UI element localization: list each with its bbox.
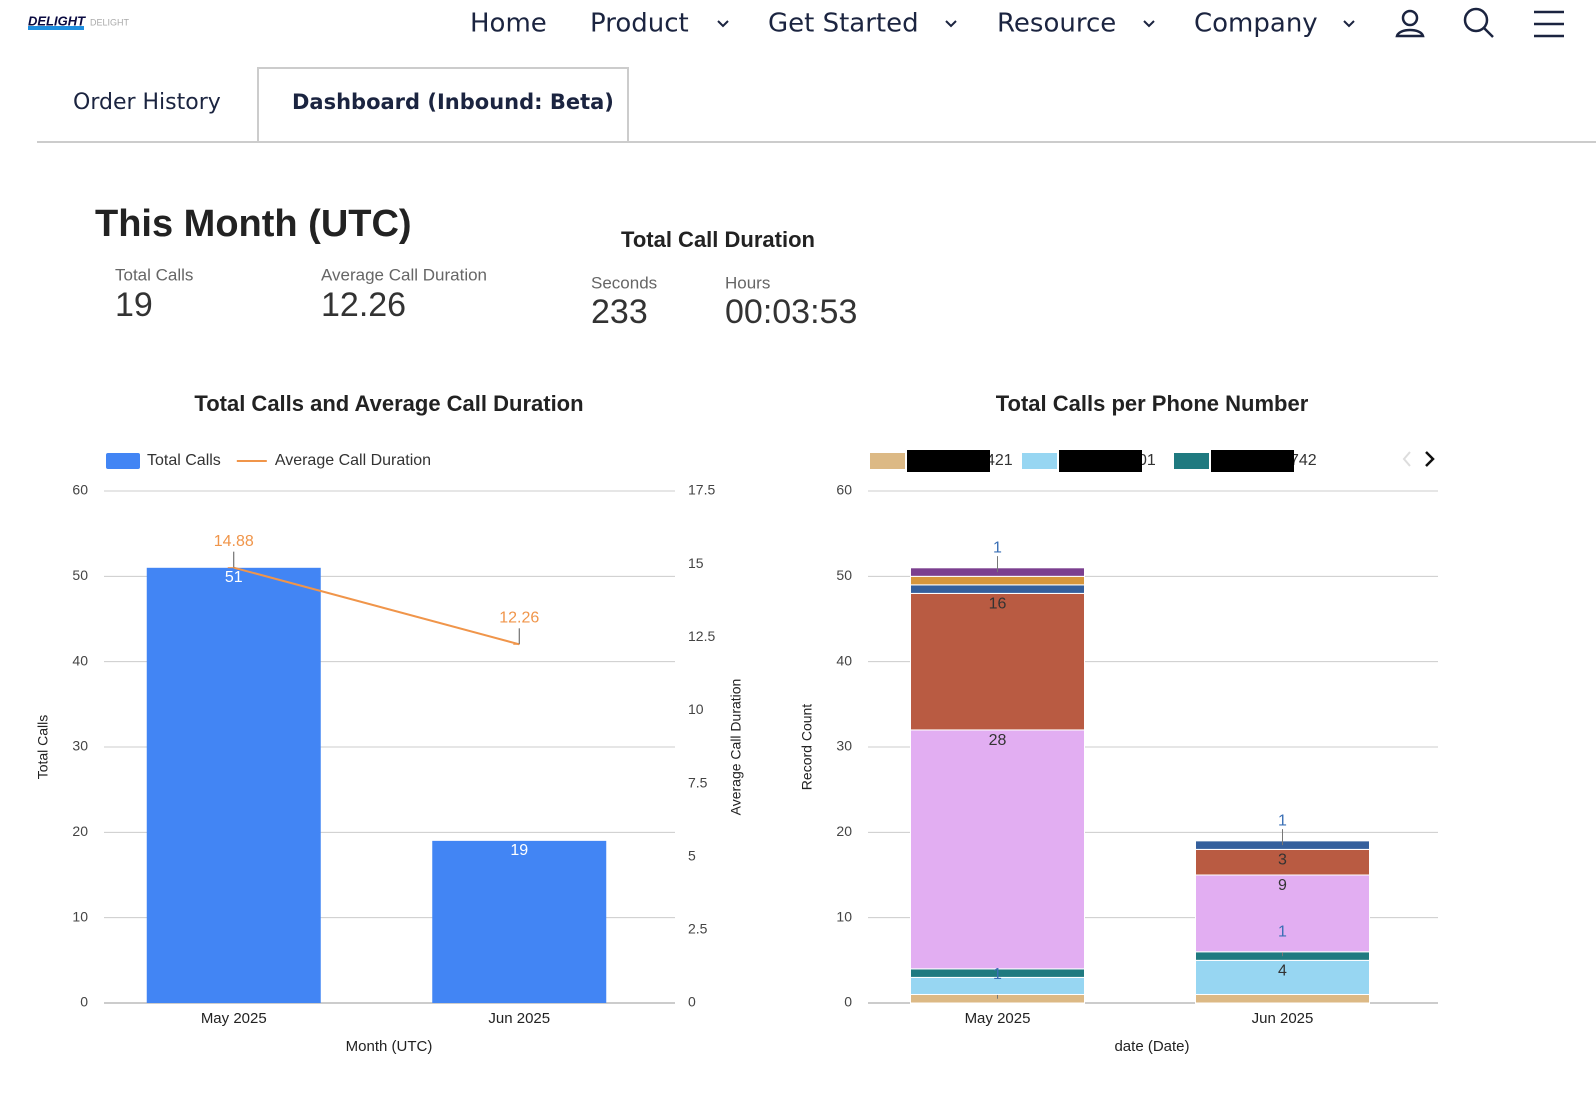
redaction [907, 450, 990, 472]
y-tick-label: 40 [72, 652, 88, 668]
bar [1195, 993, 1370, 1004]
tab[interactable]: Dashboard (Inbound: Beta) [292, 90, 614, 114]
summary-title: This Month (UTC) [95, 203, 412, 245]
y-tick-label: 10 [72, 908, 88, 924]
redaction [1211, 450, 1294, 472]
y-tick-label: 40 [836, 652, 852, 668]
bar [910, 575, 1085, 586]
y-tick-label: 50 [72, 567, 88, 583]
y-tick-label: 10 [836, 908, 852, 924]
y2-tick-label: 7.5 [688, 774, 708, 790]
legend-next[interactable] [1425, 451, 1435, 467]
value-label: 51 [225, 569, 243, 586]
legend-label: 01 [1138, 452, 1156, 469]
bar [910, 592, 1085, 731]
legend-label: 742 [1290, 452, 1317, 469]
nav-item[interactable]: Company [1194, 9, 1318, 39]
value-label: 1 [993, 966, 1002, 983]
bar [1195, 959, 1370, 995]
x-tick-label: May 2025 [201, 1010, 267, 1027]
chevrons [717, 20, 1355, 28]
value-label: 4 [1278, 963, 1287, 980]
stat-value: 12.26 [321, 286, 406, 324]
bar [1195, 874, 1370, 953]
redaction [1059, 450, 1142, 472]
x-tick-label: Jun 2025 [1252, 1010, 1314, 1027]
y2-tick-label: 12.5 [688, 628, 715, 644]
value-label: 3 [1278, 852, 1287, 869]
value-label: 19 [510, 842, 528, 859]
stat-value: 00:03:53 [725, 293, 857, 331]
legend-swatch [106, 453, 140, 469]
y-tick-label: 60 [836, 482, 852, 498]
duration-title: Total Call Duration [621, 227, 815, 252]
chart-title: Total Calls per Phone Number [996, 391, 1309, 416]
y2-tick-label: 2.5 [688, 921, 708, 937]
value-label: 12.26 [499, 610, 539, 627]
legend-label: 421 [986, 452, 1013, 469]
y-tick-label: 0 [844, 994, 852, 1010]
y-tick-label: 20 [72, 823, 88, 839]
bar [910, 584, 1085, 594]
nav-item[interactable]: Get Started [768, 9, 919, 39]
bar [146, 567, 321, 1003]
stat-value: 19 [115, 286, 153, 324]
y-axis-title: Record Count [799, 704, 815, 790]
stat-label: Total Calls [115, 265, 193, 284]
legend-swatch [870, 453, 905, 469]
value-label: 1 [1278, 812, 1287, 829]
y2-tick-label: 0 [688, 994, 696, 1010]
y2-tick-label: 5 [688, 847, 696, 863]
legend-label: Average Call Duration [275, 452, 431, 469]
y-tick-label: 30 [836, 738, 852, 754]
y-tick-label: 50 [836, 567, 852, 583]
legend-label: Total Calls [147, 452, 221, 469]
y-tick-label: 60 [72, 482, 88, 498]
stat-label: Average Call Duration [321, 265, 487, 284]
stat-value: 233 [591, 293, 648, 331]
line [233, 566, 520, 646]
y2-tick-label: 10 [688, 701, 704, 717]
value-label: 9 [1278, 877, 1287, 894]
value-label: 1 [1278, 923, 1287, 940]
nav-item[interactable]: Resource [997, 9, 1116, 39]
logo-small: DELIGHT [90, 17, 130, 27]
value-label: 28 [989, 732, 1007, 749]
legend-prev[interactable] [1402, 451, 1411, 467]
nav-icons[interactable] [1395, 7, 1564, 38]
y-tick-label: 0 [80, 994, 88, 1010]
bar [1195, 848, 1370, 876]
bar [910, 729, 1085, 970]
y2-axis-title: Average Call Duration [728, 679, 744, 816]
tab[interactable]: Order History [73, 90, 221, 115]
y-tick-label: 20 [836, 823, 852, 839]
y-tick-label: 30 [72, 738, 88, 754]
value-label: 14.88 [214, 533, 254, 550]
x-tick-label: Jun 2025 [488, 1010, 550, 1027]
x-axis-title: Month (UTC) [346, 1038, 433, 1055]
active-tab[interactable] [257, 67, 629, 143]
bar [432, 840, 607, 1003]
logo-bar [28, 26, 84, 30]
nav-item[interactable]: Home [470, 9, 547, 39]
y-axis-title: Total Calls [35, 715, 51, 780]
chart-title: Total Calls and Average Call Duration [194, 391, 583, 416]
y2-tick-label: 15 [688, 555, 704, 571]
legend-swatch [1174, 453, 1209, 469]
x-tick-label: May 2025 [965, 1010, 1031, 1027]
y2-tick-label: 17.5 [688, 482, 715, 498]
value-label: 1 [993, 539, 1002, 556]
stat-label: Seconds [591, 273, 657, 292]
logo[interactable]: DELIGHT [28, 13, 86, 28]
value-label: 16 [989, 596, 1007, 613]
legend-swatch [1022, 453, 1057, 469]
stat-label: Hours [725, 273, 770, 292]
nav-item[interactable]: Product [590, 9, 689, 39]
x-axis-title: date (Date) [1114, 1038, 1189, 1055]
